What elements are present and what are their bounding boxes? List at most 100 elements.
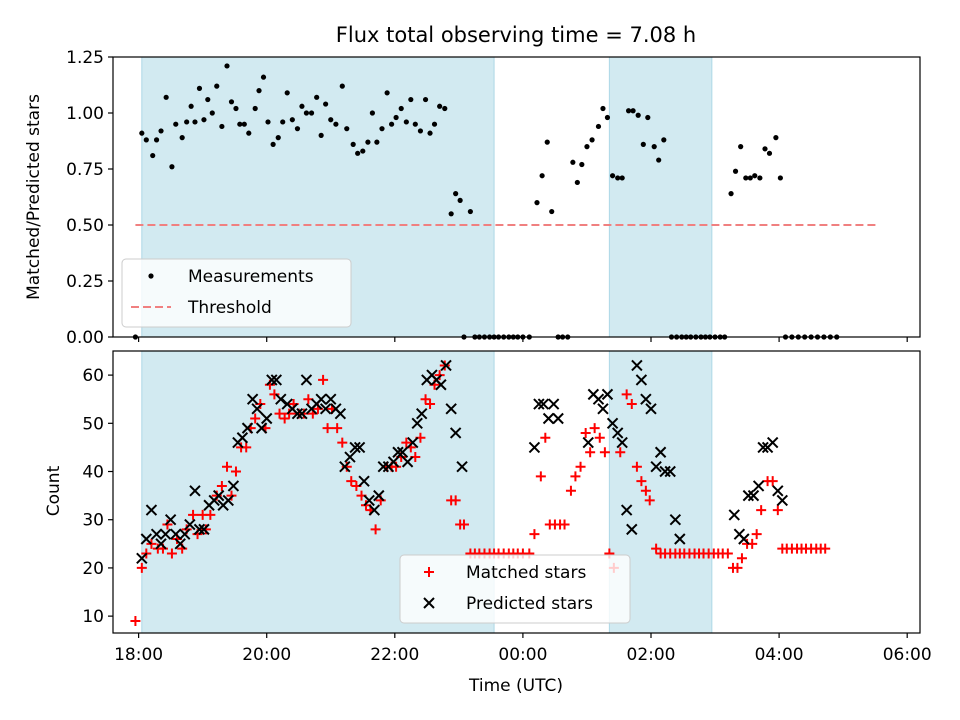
data-point	[279, 413, 290, 424]
data-point	[728, 509, 740, 521]
data-point	[377, 460, 389, 473]
data-point	[314, 94, 320, 100]
data-point	[422, 96, 429, 103]
data-point	[143, 137, 149, 143]
data-point	[339, 460, 351, 473]
data-point	[251, 403, 263, 415]
data-point	[728, 191, 734, 197]
data-point	[269, 389, 280, 400]
data-point	[308, 110, 315, 116]
data-point	[228, 99, 235, 105]
data-point	[458, 519, 469, 530]
data-point	[592, 393, 605, 405]
data-point	[751, 529, 762, 540]
data-point	[664, 465, 676, 478]
series-predicted-stars	[136, 359, 789, 564]
data-point	[334, 407, 347, 420]
data-point	[188, 103, 194, 109]
data-point	[346, 476, 357, 487]
data-point	[736, 553, 747, 564]
legend-marker	[424, 567, 434, 577]
chart-title: Flux total observing time = 7.08 h	[336, 23, 696, 47]
data-point	[189, 485, 201, 497]
data-point	[747, 489, 760, 502]
data-point	[427, 130, 433, 136]
top-y-axis-label: Matched/Predicted stars	[24, 94, 44, 300]
data-point	[384, 90, 390, 96]
data-point	[599, 447, 610, 458]
data-point	[738, 144, 744, 150]
data-point	[246, 130, 252, 136]
data-point	[136, 552, 148, 564]
data-point	[640, 141, 646, 147]
data-point	[636, 476, 647, 487]
data-point	[374, 139, 380, 145]
data-point	[626, 523, 638, 536]
data-point	[625, 108, 632, 114]
data-point	[139, 130, 145, 136]
bottom-y-axis-label: Count	[44, 465, 64, 516]
data-point	[767, 476, 778, 487]
data-point	[669, 514, 682, 526]
data-point	[227, 480, 240, 492]
x-tick-label: 00:00	[498, 645, 547, 665]
data-point	[166, 548, 177, 559]
data-point	[777, 175, 783, 181]
data-point	[732, 168, 739, 174]
data-point	[445, 403, 457, 415]
y-tick-label: 20	[82, 559, 104, 579]
data-point	[453, 191, 459, 197]
data-point	[353, 441, 366, 454]
data-point	[212, 489, 225, 502]
legend-box	[399, 554, 631, 624]
data-point	[387, 456, 400, 468]
data-point	[355, 150, 361, 156]
x-tick-label: 20:00	[242, 645, 291, 665]
data-point	[360, 148, 366, 154]
data-point	[609, 173, 616, 179]
data-point	[339, 83, 345, 89]
data-point	[722, 548, 733, 559]
data-point	[407, 436, 419, 449]
data-point	[549, 208, 555, 215]
data-point	[752, 173, 758, 179]
data-point	[363, 494, 375, 507]
x-tick-label: 04:00	[755, 645, 804, 665]
data-point	[630, 108, 636, 114]
data-point	[226, 490, 237, 501]
data-point	[757, 175, 763, 181]
data-point	[401, 456, 414, 468]
data-point	[589, 137, 595, 143]
data-point	[756, 505, 767, 516]
data-point	[130, 615, 141, 626]
data-point	[440, 359, 452, 372]
data-point	[163, 94, 169, 100]
data-point	[170, 528, 182, 540]
data-point	[159, 528, 172, 540]
data-point	[270, 374, 283, 386]
data-point	[393, 114, 399, 121]
data-point	[322, 423, 333, 434]
data-point	[205, 509, 216, 520]
data-point	[284, 90, 290, 96]
data-point	[661, 137, 667, 143]
data-point	[416, 407, 428, 420]
data-point	[747, 175, 753, 181]
data-point	[742, 489, 755, 502]
data-point	[196, 85, 203, 91]
data-point	[179, 528, 191, 540]
data-point	[601, 388, 614, 401]
shaded-interval-1	[608, 56, 713, 338]
data-point	[417, 128, 424, 134]
data-point	[291, 407, 304, 420]
data-point	[344, 451, 356, 463]
legend-label: Matched stars	[466, 563, 586, 583]
data-point	[401, 437, 412, 448]
data-point	[250, 413, 261, 424]
data-point	[621, 389, 632, 400]
data-point	[260, 74, 267, 80]
data-point	[762, 146, 768, 152]
data-point	[732, 562, 743, 573]
data-point	[552, 412, 564, 425]
